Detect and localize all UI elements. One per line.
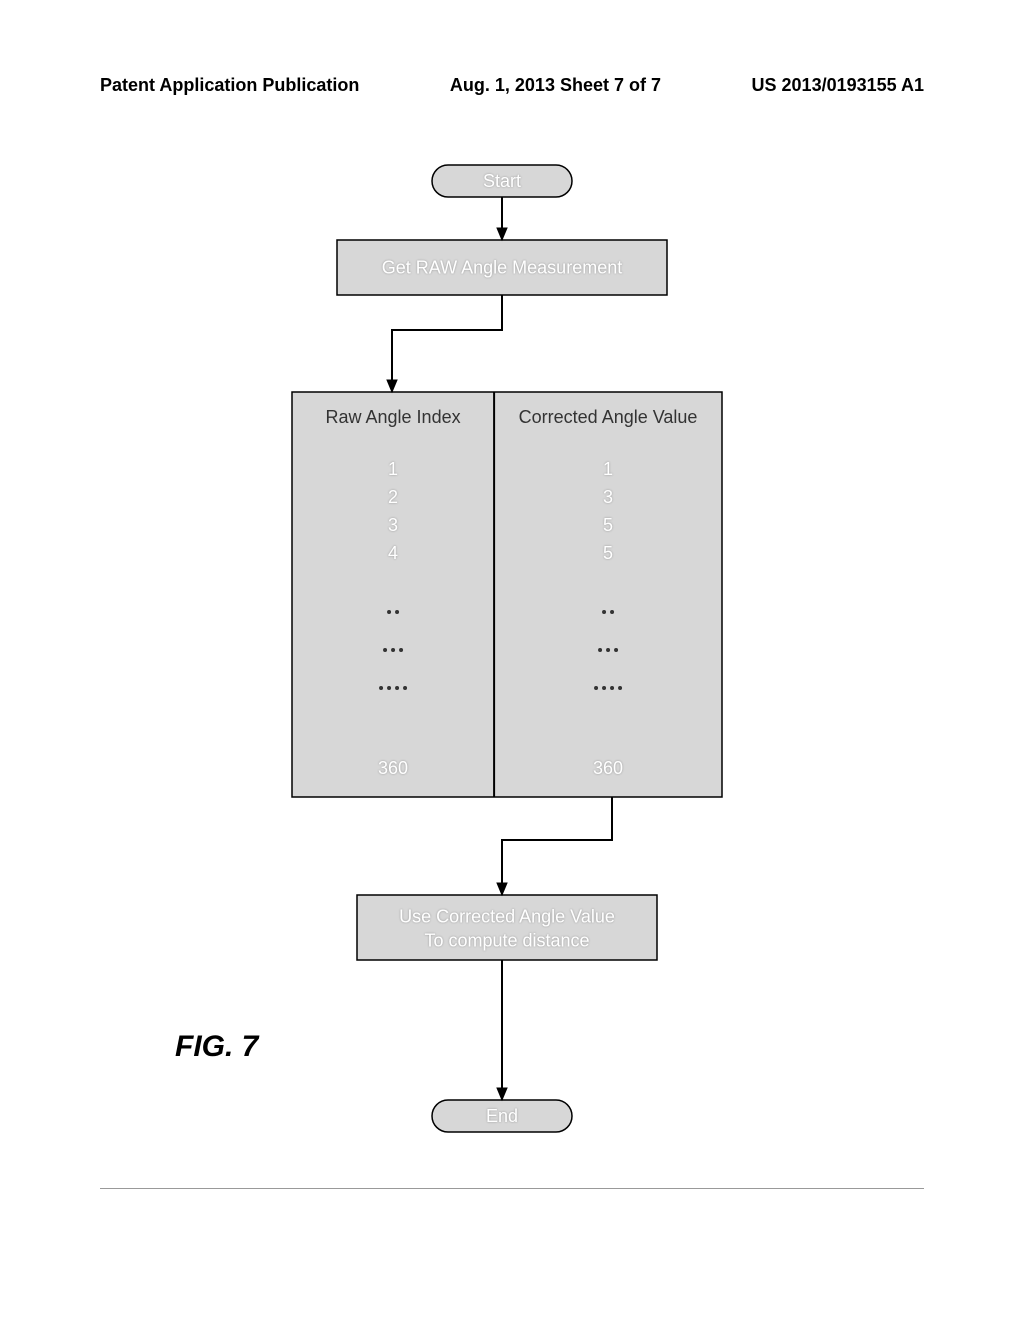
svg-text:Use Corrected Angle Value: Use Corrected Angle Value: [399, 906, 615, 926]
svg-text:360: 360: [378, 758, 408, 778]
flowchart-diagram: Start Get RAW Angle Measurement Raw Angle …: [272, 160, 832, 1160]
header-left: Patent Application Publication: [100, 75, 359, 96]
svg-text:3: 3: [388, 515, 398, 535]
svg-text:5: 5: [603, 543, 613, 563]
header-center: Aug. 1, 2013 Sheet 7 of 7: [450, 75, 661, 96]
svg-text:1: 1: [388, 459, 398, 479]
page-header: Patent Application Publication Aug. 1, 2…: [0, 75, 1024, 96]
svg-text:Corrected Angle Value: Corrected Angle Value: [519, 407, 698, 427]
svg-text:Start: Start: [483, 171, 521, 191]
svg-text:3: 3: [603, 487, 613, 507]
svg-text:1: 1: [603, 459, 613, 479]
svg-text:End: End: [486, 1106, 518, 1126]
svg-text:4: 4: [388, 543, 398, 563]
page-rule: [100, 1188, 924, 1189]
svg-text:5: 5: [603, 515, 613, 535]
svg-text:Raw Angle Index: Raw Angle Index: [326, 407, 461, 427]
figure-label: FIG. 7: [175, 1030, 258, 1064]
svg-text:To compute distance: To compute distance: [424, 930, 589, 950]
header-right: US 2013/0193155 A1: [752, 75, 924, 96]
svg-text:360: 360: [593, 758, 623, 778]
svg-text:Get RAW Angle Measurement: Get RAW Angle Measurement: [382, 257, 622, 277]
svg-text:2: 2: [388, 487, 398, 507]
